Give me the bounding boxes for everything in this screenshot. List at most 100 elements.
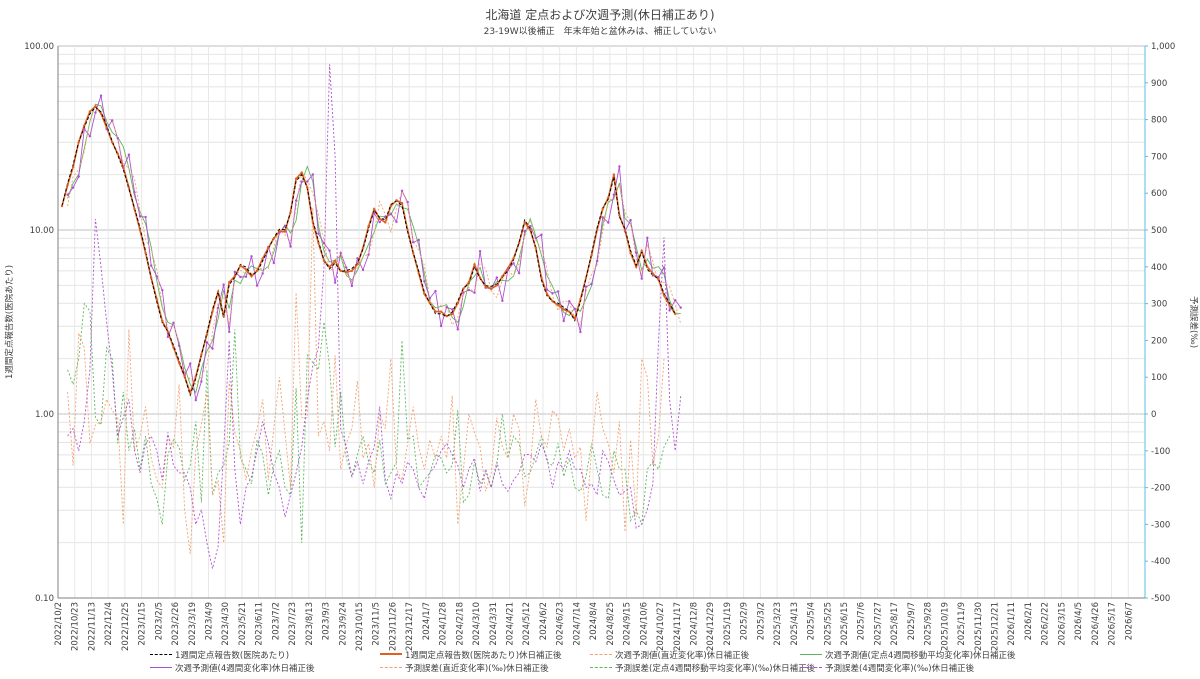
data-point [77, 175, 80, 178]
x-tick-label: 2024/8/25 [606, 602, 616, 646]
left-tick-label: 10.00 [30, 226, 54, 236]
plot-area [57, 45, 1146, 599]
data-point [155, 275, 158, 278]
data-point [584, 276, 588, 279]
x-tick-label: 2026/6/7 [1124, 602, 1134, 640]
x-tick-label: 2024/3/10 [472, 602, 482, 646]
legend-swatch [380, 666, 402, 669]
data-point [189, 391, 192, 395]
data-point [272, 261, 276, 265]
right-tick-label: -200 [1151, 484, 1170, 494]
right-tick-label: -300 [1151, 520, 1170, 530]
data-point [634, 251, 638, 254]
data-point [673, 298, 677, 302]
data-point [484, 285, 487, 289]
chart-title: 北海道 定点および次週予測(休日補正あり) [485, 8, 715, 22]
x-tick-label: 2025/4/13 [790, 602, 800, 646]
x-tick-label: 2023/4/30 [221, 602, 231, 646]
data-point [523, 229, 526, 233]
x-tick-label: 2023/11/5 [372, 602, 382, 646]
x-tick-label: 2022/11/13 [87, 602, 97, 651]
right-tick-label: 500 [1151, 226, 1167, 236]
data-point [294, 199, 298, 202]
data-point [138, 215, 142, 218]
data-point [216, 290, 220, 294]
left-tick-label: 100.00 [24, 42, 54, 52]
data-point [122, 165, 125, 169]
data-point [395, 199, 398, 202]
data-point [612, 173, 616, 176]
data-point [451, 312, 454, 316]
data-point [222, 315, 225, 318]
data-point [545, 292, 549, 296]
data-point [451, 308, 454, 311]
data-point [311, 221, 315, 224]
x-tick-label: 2024/5/12 [522, 602, 532, 646]
x-tick-label: 2023/2/5 [154, 602, 164, 640]
data-point [345, 266, 348, 269]
data-point [439, 324, 443, 328]
right-tick-label: -100 [1151, 447, 1170, 457]
data-point [216, 306, 220, 310]
data-point [517, 241, 521, 245]
data-point [205, 341, 209, 344]
error-4w-line [67, 64, 682, 569]
data-point [211, 310, 214, 313]
axes [57, 46, 1146, 599]
x-tick-label: 2026/4/26 [1091, 602, 1101, 646]
data-point [529, 225, 532, 228]
data-point [462, 291, 465, 294]
x-tick-label: 2024/12/8 [689, 602, 699, 646]
x-tick-label: 2022/10/23 [71, 602, 81, 651]
data-point [501, 299, 504, 302]
data-point [77, 141, 80, 144]
data-point [445, 306, 448, 309]
data-point [311, 173, 315, 176]
x-tick-label: 2025/6/15 [840, 602, 850, 646]
legend-item: 1週間定点報告数(医院あたり)休日補正後 [380, 650, 562, 663]
data-point [540, 233, 543, 236]
data-point [361, 246, 365, 250]
data-point [495, 284, 498, 287]
data-point [83, 124, 86, 127]
data-point [356, 257, 359, 260]
data-point [601, 207, 604, 211]
data-point [428, 302, 432, 305]
data-point [517, 271, 521, 275]
data-point [634, 265, 638, 269]
x-tick-label: 2024/7/14 [572, 602, 582, 646]
data-point [434, 310, 437, 313]
data-point [579, 298, 582, 301]
y-axis-label-right: 予測誤差(‰) [1188, 296, 1199, 348]
data-point [562, 308, 565, 311]
legend-label: 1週間定点報告数(医院あたり)休日補正後 [405, 651, 562, 661]
pred-direct-line [67, 103, 682, 385]
legend-item: 次週予測値(直近変化率)休日補正後 [590, 650, 749, 663]
data-point [629, 251, 632, 255]
x-tick-label: 2024/12/29 [706, 602, 716, 651]
data-point [384, 215, 387, 218]
data-point [289, 210, 292, 214]
data-point [255, 284, 259, 287]
data-point [228, 330, 231, 334]
x-tick-label: 2026/4/5 [1074, 602, 1084, 640]
data-point [183, 375, 186, 378]
x-tick-label: 2025/10/19 [940, 602, 950, 651]
data-point [361, 268, 365, 272]
legend-item: 1週間定点報告数(医院あたり) [150, 650, 289, 663]
data-point [250, 255, 253, 258]
data-point [556, 304, 560, 307]
right-tick-label: 100 [1151, 373, 1167, 383]
data-point [595, 228, 599, 232]
data-point [618, 165, 621, 168]
data-point [673, 312, 677, 316]
data-point [294, 177, 298, 180]
data-point [506, 268, 510, 272]
data-point [300, 180, 303, 183]
data-point [255, 269, 259, 273]
data-point [623, 228, 627, 232]
legend-label: 予測誤差(4週間変化率)(‰)休日補正後 [825, 664, 975, 674]
data-point [200, 353, 203, 356]
data-point [144, 251, 147, 255]
